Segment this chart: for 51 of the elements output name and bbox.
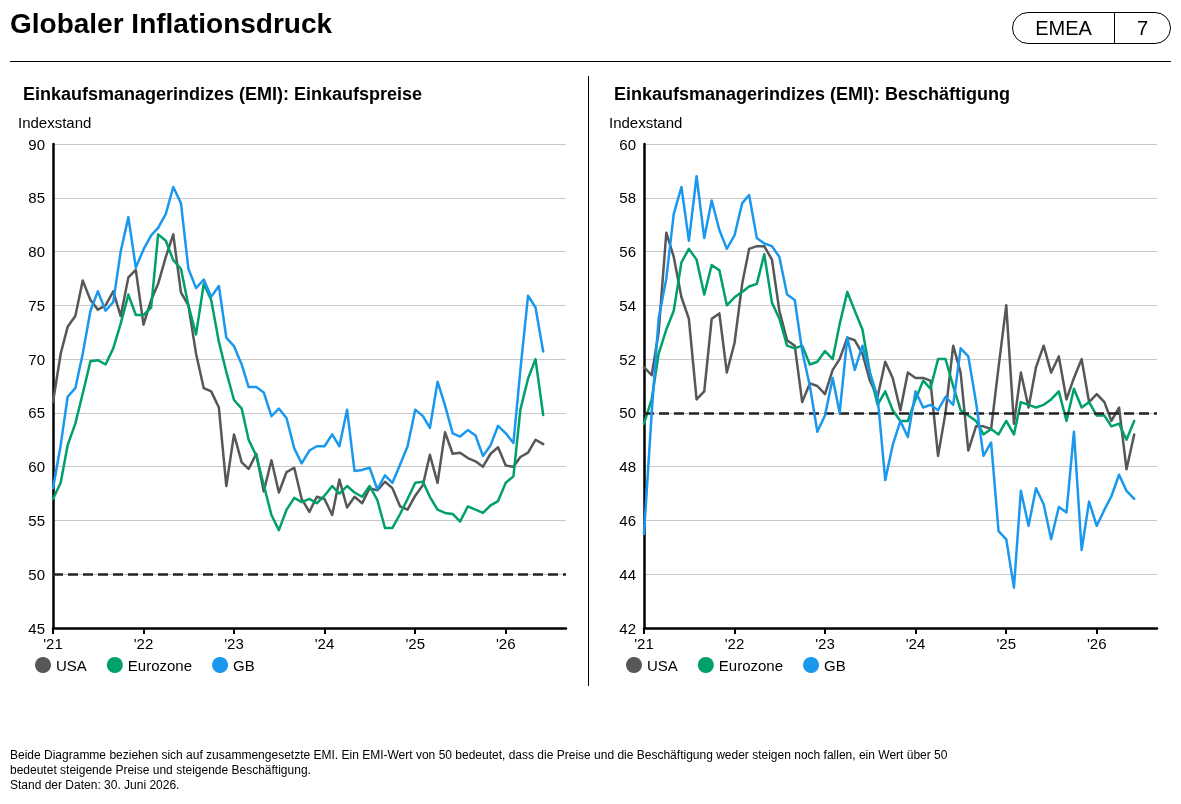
x-tick-label: '26 [495,635,516,652]
x-tick-label: '25 [996,635,1017,652]
x-tick-label: '23 [224,635,244,652]
y-tick-label: 85 [28,189,45,207]
y-tick-label: 75 [28,296,45,314]
y-tick-label: 52 [619,350,636,368]
y-tick-label: 90 [28,135,45,153]
x-tick-label: '24 [314,635,335,652]
y-tick-label: 55 [28,511,45,529]
x-tick-label: '22 [133,635,154,652]
y-tick-label: 46 [619,511,636,529]
y-tick-label: 56 [619,243,636,261]
y-tick-label: 50 [619,404,636,422]
text: Globaler Inflationsdruck [10,8,333,40]
chart-title: Einkaufsmanagerindizes (EMI): Beschäftigung [614,84,1011,104]
y-axis-title: Indexstand [18,114,92,131]
line-series [642,231,1136,471]
x-tick-label: '21 [634,635,654,652]
legend-label: GB [233,656,255,674]
y-tick-label: 42 [619,619,636,637]
y-tick-label: 44 [619,565,636,583]
y-axis-title: Indexstand [609,114,683,131]
legend-label: Eurozone [127,656,193,674]
line-series [642,247,1136,442]
legend-label: GB [824,656,846,674]
y-tick-label: 70 [28,350,45,368]
text: 7 [1113,13,1170,43]
y-tick-label: 50 [28,565,45,583]
legend-label: Eurozone [718,656,784,674]
y-tick-label: 58 [619,189,636,207]
x-tick-label: '25 [405,635,426,652]
text: Stand der Daten: 30. Juni 2026. [10,778,181,793]
x-tick-label: '24 [905,635,926,652]
x-tick-label: '21 [43,635,63,652]
y-tick-label: 80 [28,243,45,261]
y-tick-label: 65 [28,404,45,422]
y-tick-label: 45 [28,619,45,637]
legend-label: USA [647,656,678,674]
text: Beide Diagramme beziehen sich auf zusammengesetzte EMI. Ein EMI-Wert von 50 bedeutet, dass die Preise und die Beschäftigung weder steigen noch fallen, ein Wert über 50 bedeutet steigende Preise und steigende Beschäftigung. [10,748,949,778]
chart-title: Einkaufsmanagerindizes (EMI): Einkaufspreise [23,84,423,104]
x-tick-label: '23 [815,635,835,652]
text: EMEA [1034,16,1093,41]
x-tick-label: '22 [724,635,745,652]
line-series [51,185,545,491]
y-tick-label: 54 [619,296,636,314]
legend-label: USA [56,656,87,674]
y-tick-label: 60 [28,458,45,476]
y-tick-label: 48 [619,458,636,476]
y-tick-label: 60 [619,135,636,153]
x-tick-label: '26 [1086,635,1107,652]
line-series [642,175,1136,589]
